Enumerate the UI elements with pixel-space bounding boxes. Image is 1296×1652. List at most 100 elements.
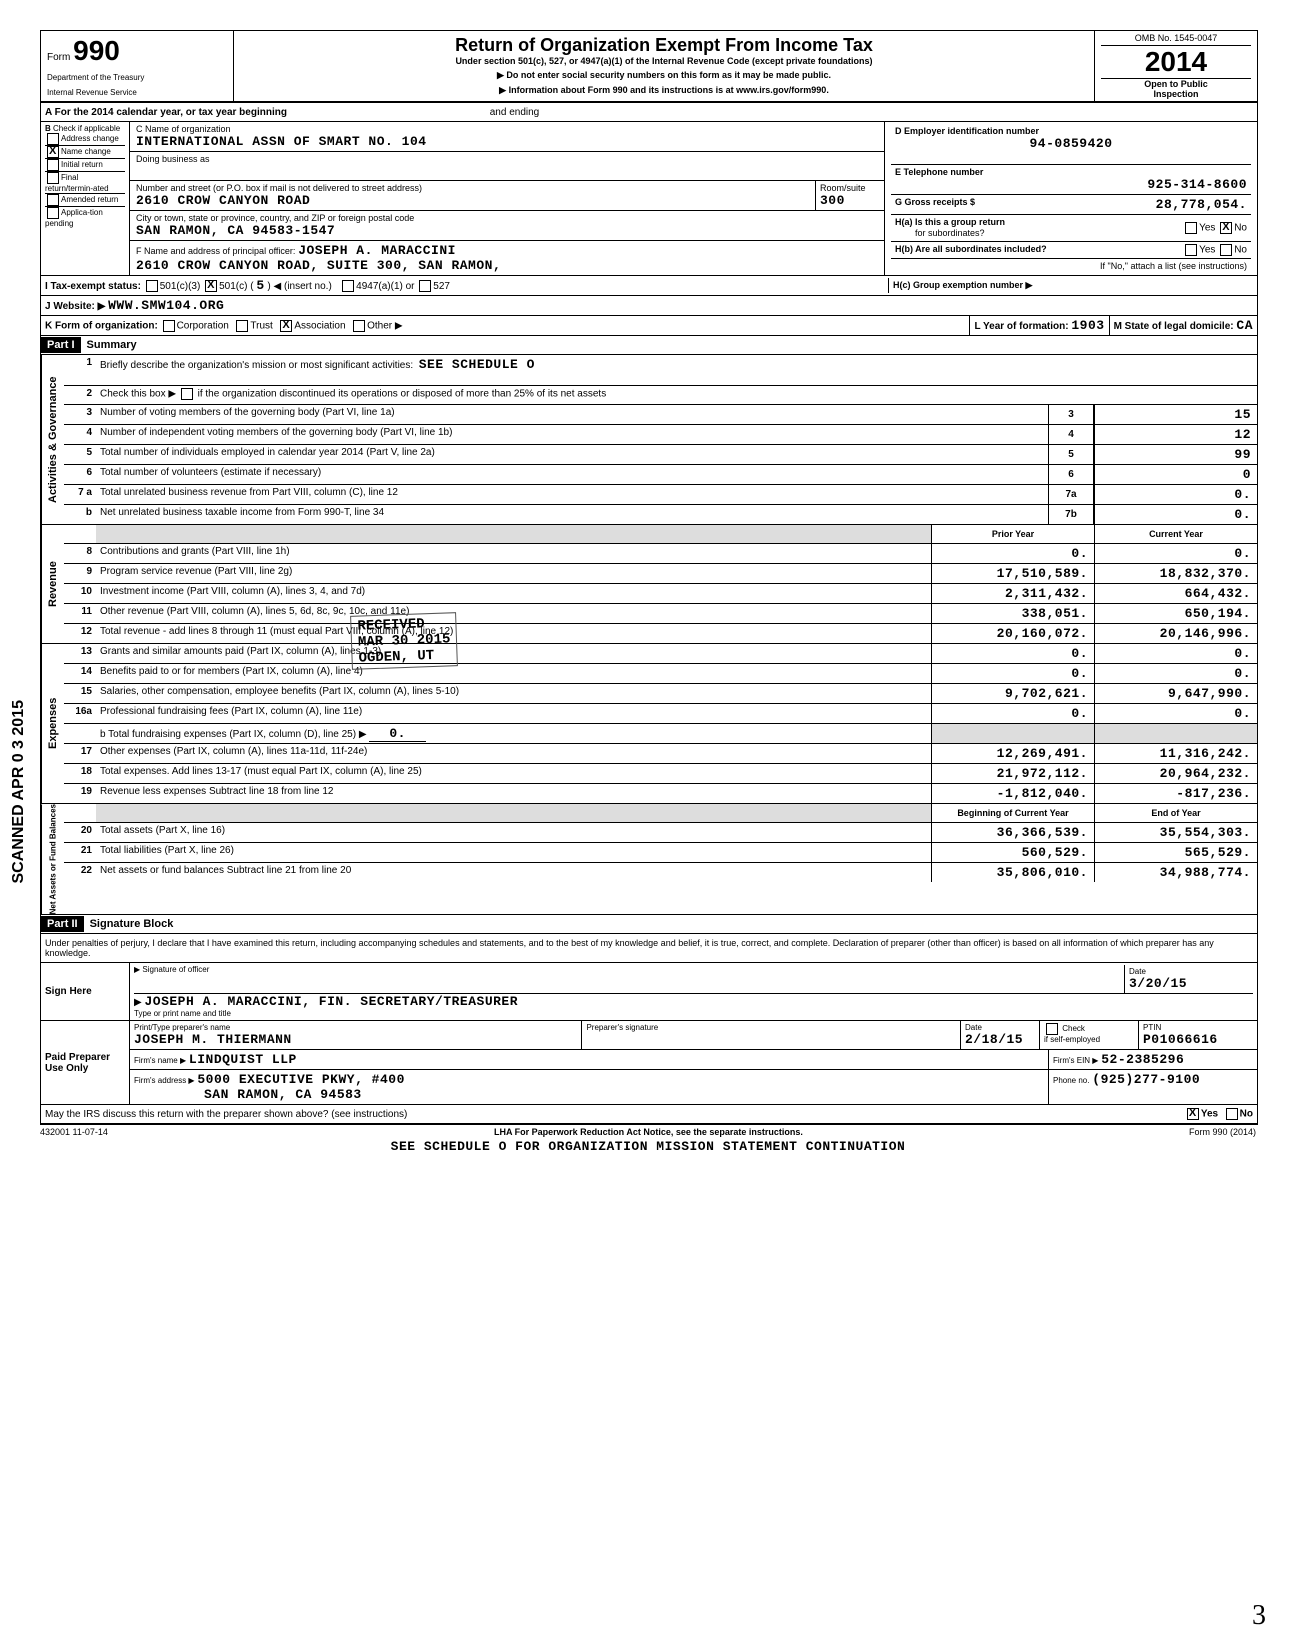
ln6-text: Total number of volunteers (estimate if …: [96, 465, 1048, 484]
checkbox-amended[interactable]: [47, 194, 59, 206]
g-label: G Gross receipts $: [895, 197, 975, 212]
cb-527[interactable]: [419, 280, 431, 292]
ein: 94-0859420: [895, 136, 1247, 151]
b-label: B: [45, 124, 51, 133]
hb-no[interactable]: [1220, 244, 1232, 256]
cb-501c3[interactable]: [146, 280, 158, 292]
self-emp-label: if self-employed: [1044, 1035, 1100, 1044]
room: 300: [820, 193, 880, 208]
cb-assoc[interactable]: [280, 320, 292, 332]
street: 2610 CROW CANYON ROAD: [136, 193, 809, 208]
footer-continuation: SEE SCHEDULE O FOR ORGANIZATION MISSION …: [40, 1139, 1256, 1154]
ln3-box: 3: [1048, 405, 1094, 424]
discuss-no-label: No: [1240, 1109, 1253, 1120]
ln1: Briefly describe the organization's miss…: [96, 355, 1257, 385]
discuss-yes-label: Yes: [1201, 1109, 1218, 1120]
ln7a-num: 7 a: [64, 485, 96, 504]
sig-date: 3/20/15: [1129, 976, 1249, 991]
ln5-box: 5: [1048, 445, 1094, 464]
checkbox-address[interactable]: [47, 133, 59, 145]
ln10-curr: 664,432.: [1094, 584, 1257, 603]
ln22-num: 22: [64, 863, 96, 882]
hb-label: H(b) Are all subordinates included?: [895, 244, 1047, 256]
part2-header-row: Part II Signature Block: [41, 915, 1257, 934]
discuss-no[interactable]: [1226, 1108, 1238, 1120]
ln12-text: Total revenue - add lines 8 through 11 (…: [96, 624, 931, 643]
sig-officer-label: Signature of officer: [142, 965, 209, 974]
form-prefix: Form: [47, 52, 70, 63]
checkbox-final[interactable]: [47, 172, 59, 184]
ln21-text: Total liabilities (Part X, line 26): [96, 843, 931, 862]
opt-501c3: 501(c)(3): [160, 281, 201, 292]
ln3-text: Number of voting members of the governin…: [96, 405, 1048, 424]
paid-label: Paid Preparer Use Only: [41, 1021, 130, 1104]
ln6-val: 0: [1094, 465, 1257, 484]
section-net-assets: Net Assets or Fund Balances Beginning of…: [41, 804, 1257, 915]
ln5-num: 5: [64, 445, 96, 464]
ln21-num: 21: [64, 843, 96, 862]
opt-address-change: Address change: [61, 134, 119, 143]
note-info: ▶ Information about Form 990 and its ins…: [240, 85, 1088, 96]
phone: 925-314-8600: [895, 177, 1247, 192]
org-name: INTERNATIONAL ASSN OF SMART NO. 104: [136, 134, 878, 149]
form-subtitle: Under section 501(c), 527, or 4947(a)(1)…: [240, 56, 1088, 66]
cb-discontinued[interactable]: [181, 388, 193, 400]
rev-hdr-blank2: [96, 525, 931, 543]
ln20-prior: 36,366,539.: [931, 823, 1094, 842]
scanned-stamp: SCANNED APR 0 3 2015: [10, 700, 28, 883]
stamp-loc: OGDEN, UT: [358, 647, 451, 666]
ln11-num: 11: [64, 604, 96, 623]
ln7b-val: 0.: [1094, 505, 1257, 524]
city-label: City or town, state or province, country…: [136, 213, 878, 223]
ln9-prior: 17,510,589.: [931, 564, 1094, 583]
discuss-yes[interactable]: [1187, 1108, 1199, 1120]
ln9-text: Program service revenue (Part VIII, line…: [96, 564, 931, 583]
firm-ein: 52-2385296: [1101, 1052, 1184, 1067]
dept-treasury: Department of the Treasury: [47, 73, 227, 82]
dba-label: Doing business as: [136, 154, 878, 164]
cb-other[interactable]: [353, 320, 365, 332]
ha-no[interactable]: [1220, 222, 1232, 234]
ln16b-label: b Total fundraising expenses (Part IX, c…: [100, 729, 367, 740]
hb-yes[interactable]: [1185, 244, 1197, 256]
footer-lha: LHA For Paperwork Reduction Act Notice, …: [494, 1127, 803, 1137]
tab-expenses: Expenses: [41, 644, 64, 803]
checkbox-application[interactable]: [47, 207, 59, 219]
principal-officer: JOSEPH A. MARACCINI: [298, 243, 456, 258]
ln14-prior: 0.: [931, 664, 1094, 683]
checkbox-name[interactable]: [47, 146, 59, 158]
ln13-text: Grants and similar amounts paid (Part IX…: [96, 644, 931, 663]
inspection: Inspection: [1101, 89, 1251, 99]
ln8-prior: 0.: [931, 544, 1094, 563]
cb-501c[interactable]: [205, 280, 217, 292]
date-label: Date: [1129, 967, 1249, 976]
cb-self-emp[interactable]: [1046, 1023, 1058, 1035]
hb-yes-label: Yes: [1199, 245, 1215, 256]
i-label: I Tax-exempt status:: [45, 281, 141, 292]
sig-officer-area: ▶ Signature of officer: [134, 965, 1124, 993]
ha-yes-label: Yes: [1199, 223, 1215, 234]
j-label: J Website: ▶: [45, 301, 105, 312]
cb-4947[interactable]: [342, 280, 354, 292]
ln17-text: Other expenses (Part IX, column (A), lin…: [96, 744, 931, 763]
net-hdr-blank: [64, 804, 96, 822]
tax-year: 2014: [1101, 46, 1251, 79]
cb-corp[interactable]: [163, 320, 175, 332]
ln17-num: 17: [64, 744, 96, 763]
checkbox-initial[interactable]: [47, 159, 59, 171]
ln7b-text: Net unrelated business taxable income fr…: [96, 505, 1048, 524]
officer-name: JOSEPH A. MARACCINI, FIN. SECRETARY/TREA…: [144, 994, 518, 1009]
firm-phone-label: Phone no.: [1053, 1076, 1089, 1085]
opt-name-change: Name change: [61, 147, 111, 156]
cb-trust[interactable]: [236, 320, 248, 332]
ln15-prior: 9,702,621.: [931, 684, 1094, 703]
ha-yes[interactable]: [1185, 222, 1197, 234]
ln7a-box: 7a: [1048, 485, 1094, 504]
net-hdr-blank2: [96, 804, 931, 822]
ln4-num: 4: [64, 425, 96, 444]
ln2-text: if the organization discontinued its ope…: [198, 389, 607, 400]
ln20-text: Total assets (Part X, line 16): [96, 823, 931, 842]
ln13-curr: 0.: [1094, 644, 1257, 663]
ln11-text: Other revenue (Part VIII, column (A), li…: [96, 604, 931, 623]
section-expenses: Expenses 13 Grants and similar amounts p…: [41, 644, 1257, 804]
